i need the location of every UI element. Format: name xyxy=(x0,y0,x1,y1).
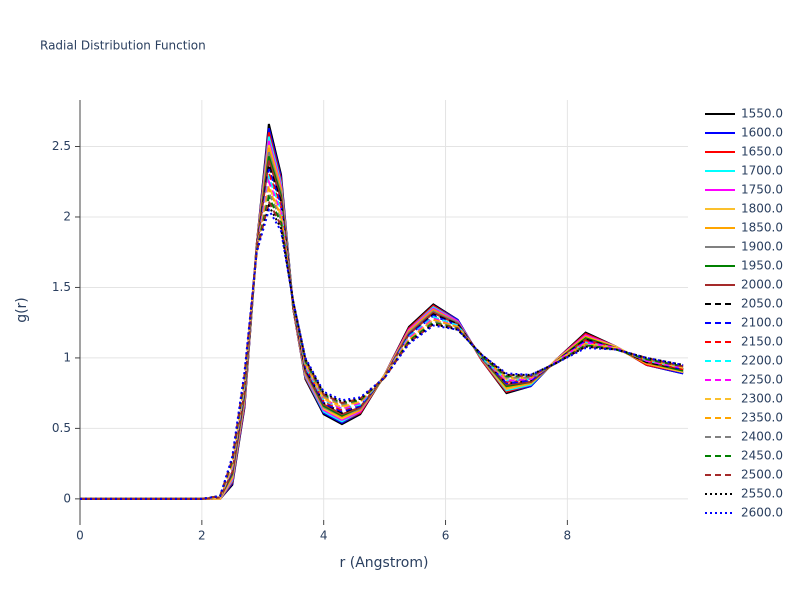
series-line xyxy=(80,207,684,500)
legend-label: 1600.0 xyxy=(741,126,783,140)
series-line xyxy=(80,198,684,500)
legend-label: 1550.0 xyxy=(741,107,783,121)
legend-label: 1650.0 xyxy=(741,145,783,159)
legend-label: 2450.0 xyxy=(741,449,783,463)
y-tick-label: 1 xyxy=(63,350,71,364)
y-tick-label: 0 xyxy=(63,491,71,505)
y-tick-label: 2.5 xyxy=(52,139,71,153)
legend-label: 2350.0 xyxy=(741,411,783,425)
y-tick-label: 1.5 xyxy=(52,280,71,294)
legend-label: 1950.0 xyxy=(741,259,783,273)
legend-label: 1750.0 xyxy=(741,183,783,197)
x-tick-label: 4 xyxy=(320,529,328,543)
plot-area xyxy=(80,123,684,500)
series-line xyxy=(80,202,684,500)
y-tick-label: 0.5 xyxy=(52,421,71,435)
x-axis-title: r (Angstrom) xyxy=(340,555,429,571)
x-tick-label: 0 xyxy=(76,529,84,543)
legend-label: 1800.0 xyxy=(741,202,783,216)
legend-label: 2250.0 xyxy=(741,373,783,387)
legend-label: 2550.0 xyxy=(741,487,783,501)
legend-label: 2000.0 xyxy=(741,278,783,292)
legend-label: 2600.0 xyxy=(741,506,783,520)
x-tick-label: 6 xyxy=(442,529,450,543)
legend: 1550.0 1600.0 1650.0 1700.0 1750.0 1800.0 1850… xyxy=(705,107,783,520)
y-axis-title: g(r) xyxy=(14,297,30,323)
legend-label: 2050.0 xyxy=(741,297,783,311)
legend-label: 1850.0 xyxy=(741,221,783,235)
legend-label: 2400.0 xyxy=(741,430,783,444)
legend-label: 2200.0 xyxy=(741,354,783,368)
chart-title: Radial Distribution Function xyxy=(40,39,206,53)
legend-label: 2100.0 xyxy=(741,316,783,330)
legend-label: 1700.0 xyxy=(741,164,783,178)
legend-label: 2150.0 xyxy=(741,335,783,349)
y-tick-label: 2 xyxy=(63,209,71,223)
x-tick-label: 8 xyxy=(564,529,572,543)
x-tick-label: 2 xyxy=(198,529,206,543)
legend-label: 1900.0 xyxy=(741,240,783,254)
legend-label: 2500.0 xyxy=(741,468,783,482)
grid: 0 2 4 6 8 0 0.5 1 1.5 2 2.5 xyxy=(52,100,688,543)
legend-label: 2300.0 xyxy=(741,392,783,406)
